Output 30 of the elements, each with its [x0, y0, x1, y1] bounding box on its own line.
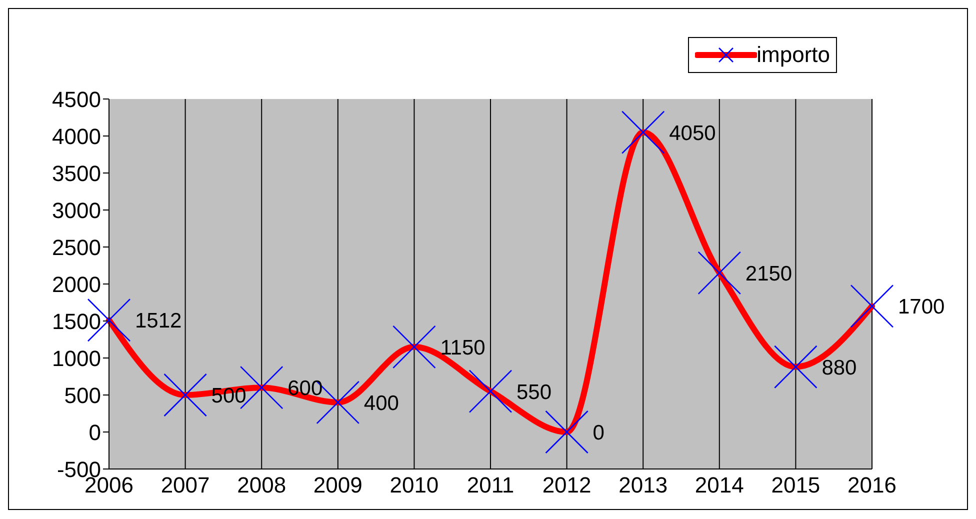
x-tick-label: 2013	[618, 472, 668, 498]
y-tick-label: 3000	[52, 198, 101, 223]
data-label: 1700	[898, 296, 945, 319]
data-label: 1150	[440, 336, 486, 360]
legend-label: importo	[756, 42, 830, 68]
y-tick-label: 1500	[52, 308, 101, 334]
data-label: 400	[364, 392, 399, 415]
y-tick-label: 0	[88, 420, 101, 445]
x-tick-label: 2009	[313, 472, 362, 498]
x-tick-label: 2014	[694, 472, 744, 498]
data-label: 2150	[745, 262, 792, 286]
x-tick-label: 2010	[390, 472, 439, 498]
x-tick-label: 2008	[237, 472, 286, 498]
x-tick-label: 2015	[771, 472, 820, 498]
y-tick-label: 3500	[52, 160, 101, 186]
data-label: 550	[516, 380, 552, 404]
x-tick-label: 2007	[160, 472, 210, 498]
y-tick-label: 4000	[52, 124, 101, 149]
y-tick-label: 4500	[52, 86, 101, 112]
x-tick-label: 2016	[848, 472, 896, 498]
data-label: 4050	[669, 122, 716, 145]
y-tick-label: 2500	[52, 234, 101, 260]
data-label: 0	[592, 421, 604, 444]
y-tick-label: 500	[64, 382, 101, 408]
x-tick-label: 2012	[542, 472, 592, 498]
y-tick-label: 2000	[52, 272, 101, 297]
y-tick-label: 1000	[52, 346, 101, 371]
data-label: 880	[822, 356, 857, 380]
x-tick-label: 2011	[466, 472, 514, 498]
data-label: 1512	[135, 310, 182, 333]
